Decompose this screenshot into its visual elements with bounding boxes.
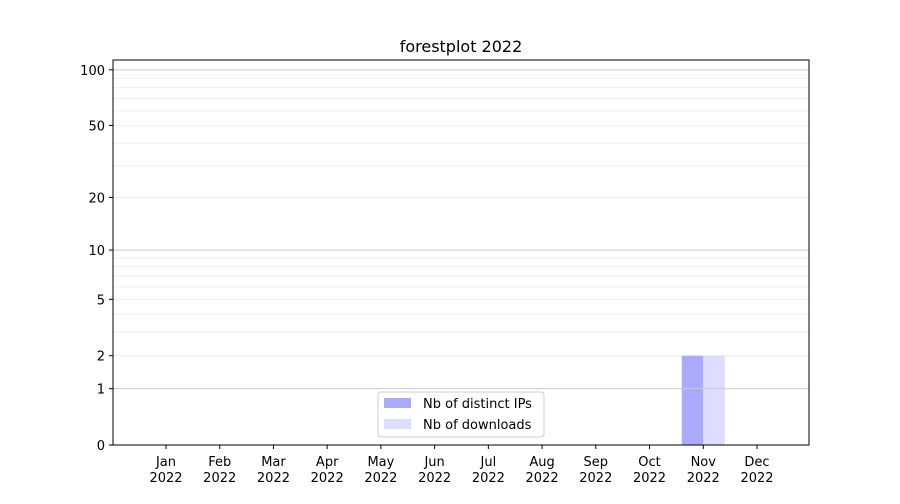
legend-label: Nb of downloads <box>423 418 532 433</box>
x-tick-label: May 2022 <box>364 455 397 486</box>
x-tick-label: Sep 2022 <box>579 455 612 486</box>
y-tick-label: 10 <box>88 244 105 259</box>
x-tick-label: Jul 2022 <box>472 455 505 486</box>
x-tick-label: Oct 2022 <box>633 455 666 486</box>
x-tick-label: Nov 2022 <box>687 455 720 486</box>
chart-title: forestplot 2022 <box>400 37 523 56</box>
legend-swatch <box>384 419 411 429</box>
legend-swatch <box>384 398 411 408</box>
x-tick-label: Apr 2022 <box>311 455 344 486</box>
x-tick-label: Dec 2022 <box>740 455 773 486</box>
x-tick-label: Jan 2022 <box>149 455 182 486</box>
y-tick-label: 1 <box>97 383 105 398</box>
y-tick-label: 50 <box>88 119 105 134</box>
x-tick-label: Aug 2022 <box>526 455 559 486</box>
x-tick-label: Jun 2022 <box>418 455 451 486</box>
bar-0-10 <box>681 355 704 445</box>
y-tick-label: 5 <box>97 293 105 308</box>
x-tick-label: Mar 2022 <box>257 455 290 486</box>
x-axis: Jan 2022 Feb 2022 Mar 2022 Apr 2022 May 2022 Jun 20… <box>149 445 774 486</box>
y-tick-label: 2 <box>97 350 105 365</box>
plot-frame <box>112 59 810 446</box>
y-axis: 0 1 2 5 10 20 50 100 <box>80 64 113 454</box>
y-tick-label: 100 <box>80 64 105 79</box>
y-tick-label: 0 <box>97 439 105 454</box>
bars <box>681 355 725 445</box>
legend: Nb of distinct IPs Nb of downloads <box>377 391 545 438</box>
y-tick-label: 20 <box>88 192 105 207</box>
grid-major <box>113 69 809 390</box>
bar-1-10 <box>703 355 725 445</box>
legend-box <box>377 391 545 438</box>
grid <box>113 77 809 357</box>
legend-label: Nb of distinct IPs <box>423 397 532 412</box>
x-tick-label: Feb 2022 <box>203 455 236 486</box>
